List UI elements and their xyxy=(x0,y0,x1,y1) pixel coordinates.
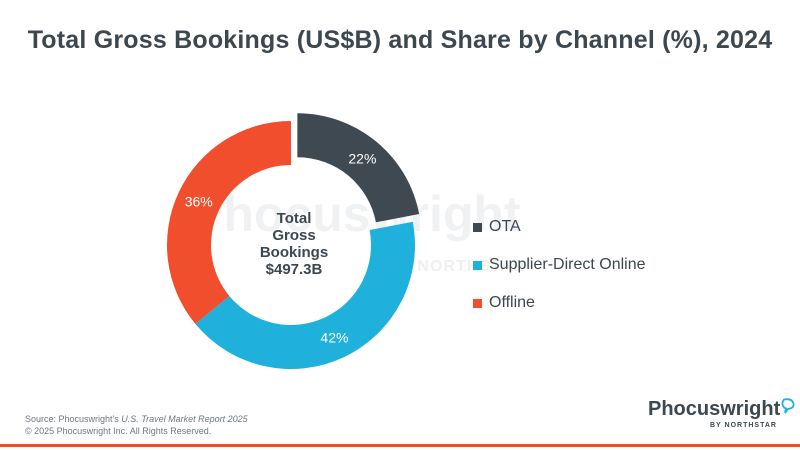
slice-supplier-direct-online xyxy=(195,221,415,369)
center-label-line: Total xyxy=(276,210,312,227)
speech-bubble-icon xyxy=(781,398,795,414)
slice-label: 22% xyxy=(348,151,376,167)
legend-swatch xyxy=(473,298,482,308)
legend-label: OTA xyxy=(489,218,521,235)
source-report: U.S. Travel Market Report 2025 xyxy=(121,414,248,424)
slice-label: 42% xyxy=(320,329,348,345)
source-line: Source: Phocuswright's U.S. Travel Marke… xyxy=(25,413,248,425)
source-prefix: Source: Phocuswright's xyxy=(25,414,122,424)
watermark-sub: BY NORTHSTAR xyxy=(388,258,526,275)
phocuswright-logo: Phocuswright BY NORTHSTAR xyxy=(648,398,798,429)
slice-label: 36% xyxy=(185,194,213,210)
logo-wordmark: Phocuswright xyxy=(648,398,781,420)
slice-ota xyxy=(297,113,420,223)
chart-title: Total Gross Bookings (US$B) and Share by… xyxy=(27,26,773,54)
legend-swatch xyxy=(473,260,482,270)
center-label: Total Gross Bookings $497.3B xyxy=(238,210,350,278)
center-label-line: Bookings xyxy=(259,244,329,261)
legend-item-offline: Offline xyxy=(473,284,646,322)
logo-sub: BY NORTHSTAR xyxy=(710,422,777,429)
legend-item-ota: OTA xyxy=(473,208,646,246)
copyright: © 2025 Phocuswright Inc. All Rights Rese… xyxy=(25,426,212,436)
legend: OTA Supplier-Direct Online Offline xyxy=(473,208,646,322)
center-label-total: $497.3B xyxy=(265,261,323,278)
source-note: Source: Phocuswright's U.S. Travel Marke… xyxy=(25,413,248,437)
legend-label: Offline xyxy=(489,294,535,311)
legend-swatch xyxy=(473,222,482,232)
accent-bar xyxy=(0,444,800,447)
legend-label: Supplier-Direct Online xyxy=(489,256,646,273)
logo-name: Phocuswright xyxy=(648,398,798,421)
center-label-line: Gross xyxy=(272,227,316,244)
watermark: Phocuswright xyxy=(190,186,521,242)
legend-item-supplier-direct: Supplier-Direct Online xyxy=(473,246,646,284)
slice-offline xyxy=(166,121,291,325)
